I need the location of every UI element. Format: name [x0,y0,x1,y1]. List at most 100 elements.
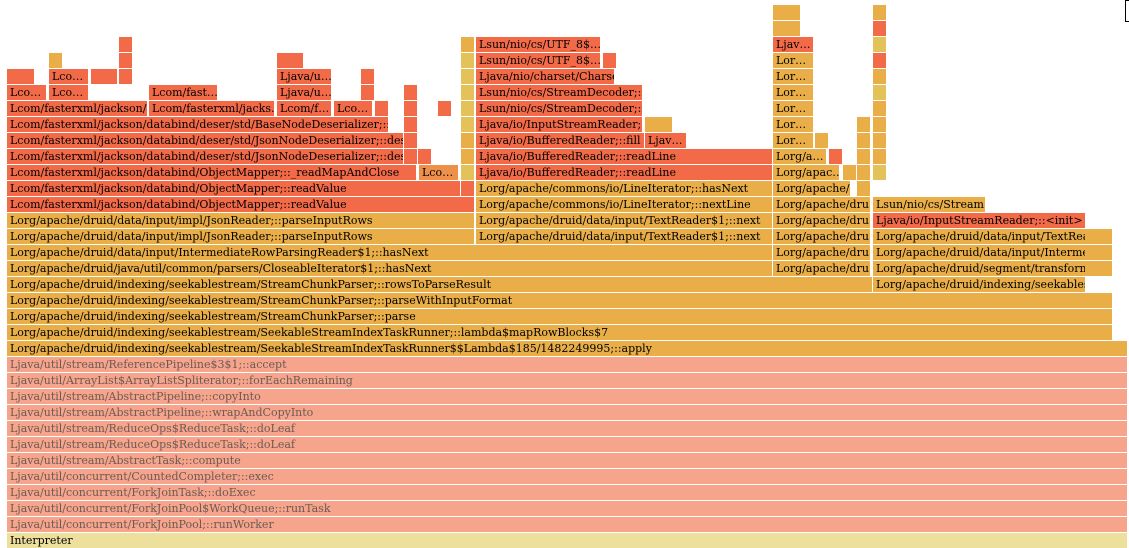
stack-frame[interactable] [404,133,417,148]
stack-frame[interactable] [873,101,886,116]
stack-frame[interactable] [857,133,870,148]
stack-frame[interactable]: Lsun/nio/cs/UTF_8$… [476,37,600,52]
stack-frame[interactable]: Lcom/fasterxml/jackson/databind/deser/st… [7,149,403,164]
stack-frame[interactable] [404,85,417,100]
stack-frame[interactable] [7,69,34,84]
stack-frame[interactable]: Lorg/apac… [773,165,839,180]
stack-frame[interactable]: Lorg/apache/dru… [773,197,870,212]
stack-frame[interactable] [361,85,374,100]
stack-frame[interactable]: Lorg/apache/druid/data/input/TextReader$… [476,229,772,244]
stack-frame[interactable]: Lorg/a… [773,149,826,164]
stack-frame[interactable]: Lorg/apache/druid/indexing/seekablestrea… [7,309,1112,324]
stack-frame[interactable]: Lorg/apache/druid/data/input/Intermedi… [873,245,1085,260]
stack-frame[interactable]: Lsun/nio/cs/Stream… [873,197,985,212]
stack-frame[interactable]: Lor… [773,133,813,148]
stack-frame[interactable]: Lsun/nio/cs/UTF_8$… [476,53,600,68]
stack-frame[interactable] [645,117,672,132]
stack-frame[interactable]: Lorg/apache/… [773,181,850,196]
stack-frame[interactable]: Lcom/fasterxml/jackson/databind/deser/st… [7,133,403,148]
stack-frame[interactable] [873,117,886,132]
stack-frame[interactable] [438,101,451,116]
stack-frame[interactable]: Ljava/util/ArrayList$ArrayListSpliterato… [7,373,1127,388]
stack-frame[interactable]: Lorg/apache/druid/indexing/seekablestrea… [7,341,1127,356]
stack-frame[interactable]: Lcom/f… [277,101,331,116]
stack-frame[interactable]: Ljava/io/BufferedReader;::readLine [476,165,772,180]
stack-frame[interactable]: Lorg/apache/druid/data/input/impl/JsonRe… [7,229,474,244]
stack-frame[interactable]: Ljava/io/InputStreamReader;::… [476,117,642,132]
stack-frame[interactable]: Lorg/apache/dru… [773,213,870,228]
stack-frame[interactable]: Ljav… [645,133,686,148]
stack-frame[interactable]: Ljava/io/BufferedReader;::readLine [476,149,772,164]
stack-frame[interactable]: Lor… [773,53,813,68]
stack-frame[interactable]: Ljava/io/InputStreamReader;::<init> [873,213,1085,228]
stack-frame[interactable]: Lorg/apache/druid/java/util/common/parse… [7,261,772,276]
stack-frame[interactable] [461,165,474,180]
stack-frame[interactable]: Ljava/util/stream/ReduceOps$ReduceTask;:… [7,421,1127,436]
stack-frame[interactable]: Lcom/fasterxml/jackson/databind/deser/st… [7,117,388,132]
stack-frame[interactable]: Ljava/util/stream/ReduceOps$ReduceTask;:… [7,437,1127,452]
stack-frame[interactable]: Ljava/io/BufferedReader;::fill [476,133,644,148]
stack-frame[interactable]: Ljava/util/stream/AbstractPipeline;::wra… [7,405,1127,420]
stack-frame[interactable]: Lcom/fasterxml/jackson/databind/ObjectMa… [7,165,416,180]
stack-frame[interactable] [119,53,132,68]
stack-frame[interactable]: Lorg/apache/commons/io/LineIterator;::ne… [476,197,772,212]
stack-frame[interactable]: Lcom/fast… [149,85,217,100]
stack-frame[interactable]: Lco… [334,101,372,116]
stack-frame[interactable] [829,149,842,164]
stack-frame[interactable] [843,165,856,180]
stack-frame[interactable] [404,117,417,132]
stack-frame[interactable]: Ljava/util/concurrent/CountedCompleter;:… [7,469,1127,484]
stack-frame[interactable] [773,5,800,20]
stack-frame[interactable]: Lorg/apache/druid/indexing/seekablestrea… [7,293,1112,308]
stack-frame[interactable]: Lor… [773,117,813,132]
stack-frame[interactable]: Lcom/fasterxml/jacks… [149,101,274,116]
stack-frame[interactable] [873,69,886,84]
stack-frame[interactable]: Ljava/u… [277,69,331,84]
stack-frame[interactable]: Ljava/nio/charset/Charse… [476,69,614,84]
stack-frame[interactable] [773,21,800,36]
stack-frame[interactable] [119,37,132,52]
stack-frame[interactable] [873,53,886,68]
stack-frame[interactable] [375,101,388,116]
stack-frame[interactable]: Ljava/util/stream/ReferencePipeline$3$1;… [7,357,1127,372]
stack-frame[interactable]: Lorg/apache/dru… [773,229,870,244]
stack-frame[interactable]: Lorg/apache/commons/io/LineIterator;::ha… [476,181,772,196]
stack-frame[interactable] [461,101,474,116]
stack-frame[interactable]: Lorg/apache/druid/data/input/TextReader$… [476,213,772,228]
stack-frame[interactable] [857,149,870,164]
stack-frame[interactable] [873,133,886,148]
stack-frame[interactable] [815,133,828,148]
stack-frame[interactable] [1085,261,1112,276]
stack-frame[interactable] [603,53,616,68]
stack-frame[interactable] [91,69,117,84]
stack-frame[interactable] [873,165,886,180]
stack-frame[interactable]: Ljava/util/concurrent/ForkJoinTask;::doE… [7,485,1127,500]
stack-frame[interactable] [461,53,474,68]
stack-frame[interactable] [461,117,474,132]
stack-frame[interactable] [277,53,303,68]
stack-frame[interactable]: Lorg/apache/dru… [773,261,870,276]
stack-frame[interactable] [461,149,474,164]
stack-frame[interactable]: Lor… [773,69,813,84]
stack-frame[interactable]: Lorg/apache/druid/data/input/impl/JsonRe… [7,213,474,228]
stack-frame[interactable]: Lsun/nio/cs/StreamDecoder;::r… [476,101,642,116]
stack-frame[interactable]: Lsun/nio/cs/StreamDecoder;::i… [476,85,642,100]
stack-frame[interactable] [361,69,374,84]
stack-frame[interactable]: Lcom/fasterxml/jackson/… [7,101,147,116]
stack-frame[interactable]: Ljava/util/concurrent/ForkJoinPool;::run… [7,517,1127,532]
stack-frame[interactable]: Ljava/util/stream/AbstractTask;::compute [7,453,1127,468]
stack-frame[interactable] [857,181,870,196]
stack-frame[interactable] [461,37,474,52]
stack-frame[interactable]: Lor… [773,101,813,116]
stack-frame[interactable] [418,149,431,164]
stack-frame[interactable]: Lorg/apache/druid/indexing/seekablestrea… [7,325,1112,340]
stack-frame[interactable]: Lorg/apache/druid/indexing/seekablestr… [873,277,1085,292]
stack-frame[interactable]: Lor… [773,85,813,100]
stack-frame[interactable] [461,133,474,148]
stack-frame[interactable]: Ljava/util/stream/AbstractPipeline;::cop… [7,389,1127,404]
stack-frame[interactable]: Lco… [7,85,46,100]
stack-frame[interactable]: Lco… [49,85,88,100]
stack-frame[interactable] [873,5,886,20]
stack-frame[interactable] [404,101,417,116]
stack-frame[interactable] [857,117,870,132]
